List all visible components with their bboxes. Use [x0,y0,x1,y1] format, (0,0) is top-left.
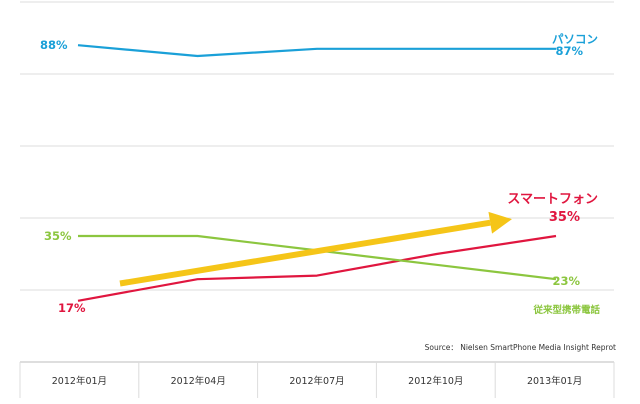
featurephone-start-label: 35% [44,229,72,243]
source-note: Source： Nielsen SmartPhone Media Insight… [425,343,616,352]
series-layer [78,45,556,301]
pc-end-label: 87% [555,44,583,58]
x-tick-label: 2012年01月 [52,375,107,387]
smartphone-start-label: 17% [58,301,86,315]
trend-arrow-layer [120,212,512,284]
series-line [78,236,556,279]
x-tick-label: 2012年07月 [289,375,344,387]
grid-layer [20,2,614,290]
x-tick-label: 2012年10月 [408,375,463,387]
featurephone-end-label: 23% [552,274,580,288]
x-tick-label: 2013年01月 [527,375,582,387]
series-line [78,45,556,56]
smartphone-end-label: 35% [549,210,580,225]
trend-arrow-shaft [120,223,490,284]
x-tick-label: 2012年04月 [171,375,226,387]
smartphone-series-name: スマートフォン [507,192,598,207]
x-axis: 2012年01月 2012年04月 2012年07月 2012年10月 2013年01月 [20,362,614,398]
featurephone-series-name: 従来型携帯電話 [532,304,600,316]
trend-arrow-head [488,212,511,234]
series-line [78,236,556,301]
pc-start-label: 88% [40,38,68,52]
